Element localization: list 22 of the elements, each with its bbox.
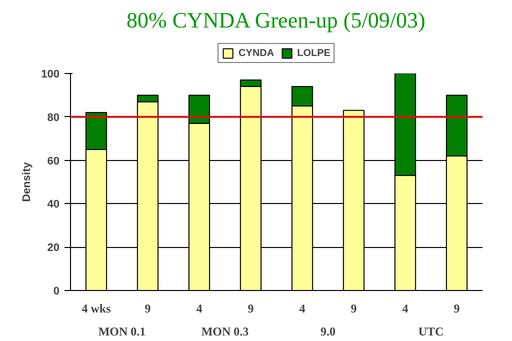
text: MON 0.1 — [98, 324, 146, 338]
y-tick-label: 40 — [47, 198, 60, 211]
x-tick-label: 4 — [196, 302, 202, 316]
x-tick-label: 9 — [454, 302, 460, 316]
y-tick-label: 0 — [53, 286, 60, 298]
y-axis-title: Density — [21, 161, 34, 202]
x-tick-label: 4 — [299, 302, 306, 316]
x-tick-label: 4 wks — [82, 302, 112, 316]
legend-label: CYNDA — [238, 48, 274, 58]
y-tick-label: 80 — [47, 112, 60, 124]
y-tick-label: 20 — [47, 242, 60, 254]
x-tick-label: 4 — [402, 302, 408, 316]
legend-label: LOLPE — [297, 48, 330, 58]
chart-title: 80% CYNDA Green-up (5/09/03) — [126, 8, 426, 32]
x-tick-label: 9 — [248, 302, 254, 316]
y-tick-label: 100 — [41, 68, 60, 80]
text: UTC — [418, 324, 444, 338]
y-tick-label: 60 — [47, 155, 60, 168]
text: MON 0.3 — [201, 324, 249, 338]
text: 9.0 — [320, 324, 336, 338]
x-tick-label: 9 — [144, 302, 151, 316]
x-tick-label: 9 — [350, 302, 357, 316]
